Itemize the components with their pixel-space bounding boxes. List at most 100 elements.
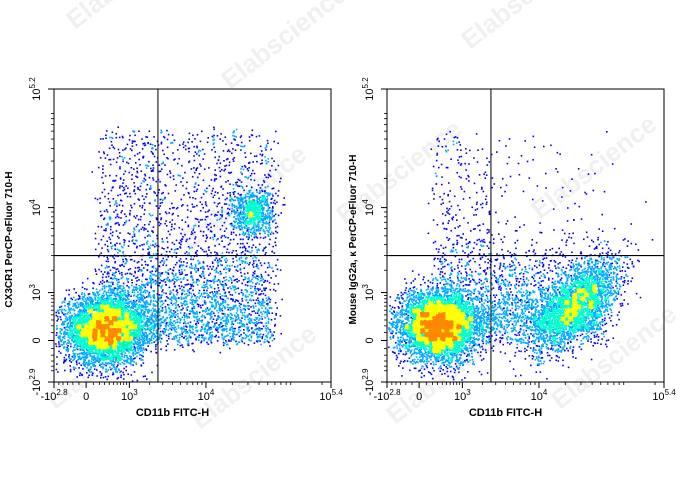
event-dot (185, 274, 187, 276)
event-dot (133, 182, 135, 184)
event-dot (204, 337, 206, 339)
event-dot (178, 297, 180, 299)
event-dot (261, 150, 263, 152)
event-dot (206, 188, 208, 190)
event-dot (123, 224, 125, 226)
event-dot (160, 262, 162, 264)
event-dot (232, 258, 234, 260)
event-dot (184, 336, 186, 338)
event-dot (151, 230, 153, 232)
event-dot (178, 279, 180, 281)
event-dot (181, 333, 183, 335)
event-dot (220, 260, 222, 262)
event-dot (196, 205, 198, 207)
event-dot (174, 337, 176, 339)
event-dot (232, 132, 234, 134)
event-dot (181, 269, 183, 271)
event-dot (224, 246, 226, 248)
event-dot (138, 285, 140, 287)
event-dot (73, 359, 75, 361)
event-dot (264, 263, 266, 265)
event-dot (114, 267, 116, 269)
event-dot (142, 273, 144, 275)
event-dot (274, 203, 276, 205)
event-dot (190, 332, 192, 334)
event-dot (131, 167, 133, 169)
event-dot (206, 293, 208, 295)
event-dot (139, 297, 141, 299)
event-dot (205, 203, 207, 205)
event-dot (227, 309, 229, 311)
event-dot (240, 268, 242, 270)
event-dot (203, 290, 205, 292)
event-dot (65, 313, 67, 315)
event-dot (225, 237, 227, 239)
event-dot (207, 307, 209, 309)
event-dot (169, 234, 171, 236)
event-dot (230, 309, 232, 311)
event-dot (152, 170, 154, 172)
event-dot (115, 180, 117, 182)
event-dot (174, 252, 176, 254)
event-dot (240, 330, 242, 332)
event-dot (108, 159, 110, 161)
event-dot (226, 268, 228, 270)
event-dot (132, 290, 134, 292)
event-dot (99, 284, 101, 286)
event-dot (242, 166, 244, 168)
event-dot (150, 297, 152, 299)
event-dot (267, 234, 269, 236)
event-dot (179, 288, 181, 290)
event-dot (215, 151, 217, 153)
event-dot (202, 296, 204, 298)
event-dot (78, 305, 80, 307)
event-dot (115, 217, 117, 219)
event-dot (164, 137, 166, 139)
event-dot (262, 336, 264, 338)
event-dot (141, 244, 143, 246)
event-dot (216, 322, 218, 324)
event-dot (269, 212, 271, 214)
event-dot (119, 187, 121, 189)
event-dot (150, 300, 152, 302)
event-dot (239, 305, 241, 307)
event-dot (207, 265, 209, 267)
event-dot (196, 146, 198, 148)
event-dot (180, 181, 182, 183)
event-dot (196, 312, 198, 314)
event-dot (63, 309, 65, 311)
event-dot (58, 341, 60, 343)
event-dot (112, 186, 114, 188)
event-dot (257, 337, 259, 339)
event-dot (261, 284, 263, 286)
event-dot (169, 287, 171, 289)
event-dot (161, 294, 163, 296)
event-dot (254, 223, 256, 225)
event-dot (244, 316, 246, 318)
event-dot (150, 143, 152, 145)
event-dot (248, 264, 250, 266)
event-dot (195, 198, 197, 200)
event-dot (265, 327, 267, 329)
event-dot (235, 234, 237, 236)
event-dot (227, 298, 229, 300)
event-dot (202, 328, 204, 330)
event-dot (172, 219, 174, 221)
event-dot (100, 138, 102, 140)
event-dot (60, 330, 62, 332)
event-dot (251, 247, 253, 249)
event-dot (175, 184, 177, 186)
event-dot (172, 152, 174, 154)
event-dot (107, 154, 109, 156)
event-dot (216, 271, 218, 273)
event-dot (165, 281, 167, 283)
event-dot (173, 159, 175, 161)
event-dot (174, 281, 176, 283)
event-dot (229, 348, 231, 350)
event-dot (170, 280, 172, 282)
event-dot (115, 223, 117, 225)
event-dot (160, 199, 162, 201)
event-dot (275, 275, 277, 277)
event-dot (158, 222, 160, 224)
event-dot (116, 137, 118, 139)
